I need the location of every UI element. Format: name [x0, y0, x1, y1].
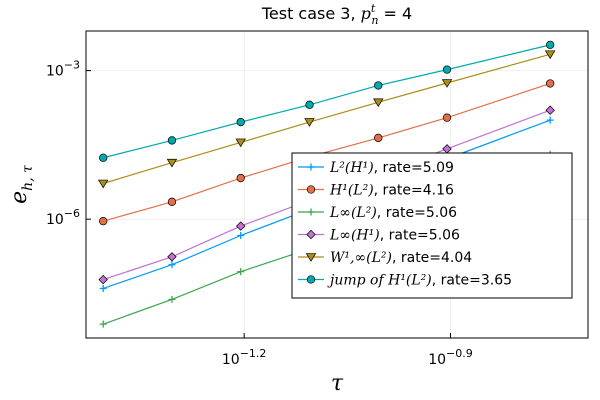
legend-label: L²(H¹), rate=5.09: [329, 160, 454, 176]
data-point: [98, 274, 108, 285]
data-point: [167, 197, 177, 206]
data-point: [237, 268, 245, 276]
data-point: [167, 252, 177, 262]
data-point: [441, 79, 453, 88]
data-point: [167, 136, 177, 145]
data-point: [99, 153, 108, 162]
data-point: [168, 261, 176, 269]
legend-box: [291, 152, 573, 299]
legend-marker: [306, 229, 316, 240]
chart-title: Test case 3, pt n = 4: [261, 2, 412, 27]
y-tick-label: 10−6: [46, 207, 80, 228]
data-point: [546, 116, 554, 124]
legend-label: W¹,∞(L²), rate=4.04: [330, 250, 472, 266]
data-point: [99, 320, 107, 328]
data-point: [305, 100, 314, 109]
data-point: [99, 284, 107, 292]
legend-entry: W¹,∞(L²), rate=4.04: [298, 250, 472, 266]
legend-entry: jump of H¹(L²), rate=3.65: [298, 273, 512, 289]
data-point: [373, 98, 384, 108]
legend-marker: [306, 275, 316, 284]
data-point: [442, 65, 452, 74]
legend-marker: [307, 163, 315, 171]
data-point: [374, 133, 383, 143]
legend-label: jump of H¹(L²), rate=3.65: [327, 273, 512, 289]
data-point: [546, 40, 555, 50]
data-point: [545, 105, 555, 115]
legend-marker: [307, 208, 315, 216]
legend: L²(H¹), rate=5.09 H¹(L²), rate=4.16 L∞(L²)…: [291, 152, 573, 299]
series-5: [97, 50, 556, 189]
legend-label: H¹(L²), rate=4.16: [329, 183, 454, 199]
x-tick-label: 10−0.9: [428, 347, 473, 368]
data-point: [546, 79, 555, 88]
data-point: [544, 50, 556, 60]
y-axis-label: eh, τ: [7, 165, 36, 204]
data-point: [237, 232, 245, 240]
data-point: [235, 138, 246, 148]
legend-label: L∞(L²), rate=5.06: [329, 205, 457, 221]
plot-frame: [85, 30, 589, 339]
x-tick-label: 10−1.2: [222, 347, 267, 368]
data-point: [236, 173, 245, 183]
data-point: [236, 117, 245, 127]
data-point: [442, 144, 452, 154]
y-tick-label: 10−3: [46, 59, 80, 80]
axis-ticks: 10−1.2 10−0.9 10−3 10−6: [46, 59, 473, 368]
data-point: [236, 221, 246, 231]
data-point: [304, 118, 315, 127]
legend-label: L∞(H¹), rate=5.06: [329, 228, 460, 244]
legend-entry: L∞(L²), rate=5.06: [298, 205, 457, 221]
legend-entry: H¹(L²), rate=4.16: [298, 183, 454, 199]
legend-marker: [305, 253, 317, 262]
legend-marker: [306, 185, 316, 194]
series-6: [99, 40, 555, 162]
x-axis-label: τ: [331, 371, 344, 396]
legend-entry: L∞(H¹), rate=5.06: [298, 228, 460, 244]
data-point: [374, 81, 383, 90]
legend-entry: L²(H¹), rate=5.09: [298, 160, 454, 176]
data-point: [97, 179, 109, 189]
data-point: [442, 113, 452, 122]
data-point: [166, 158, 178, 168]
data-point: [99, 216, 108, 226]
data-point: [168, 295, 176, 303]
